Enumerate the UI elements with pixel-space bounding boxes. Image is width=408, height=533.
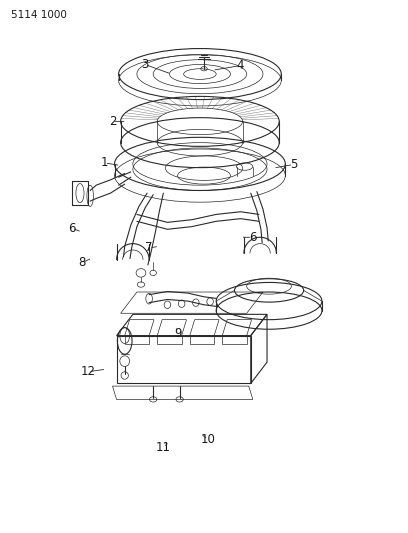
Text: 8: 8 [78,256,86,269]
Text: 5114 1000: 5114 1000 [11,10,67,20]
Text: 6: 6 [68,222,75,235]
Text: 1: 1 [101,156,108,169]
Text: 2: 2 [109,115,116,128]
Text: 9: 9 [174,327,181,340]
Text: 12: 12 [81,365,95,378]
Text: 10: 10 [201,433,215,446]
Text: 6: 6 [249,231,257,244]
Text: 5: 5 [290,158,297,171]
Text: 4: 4 [237,59,244,72]
Text: 11: 11 [156,441,171,454]
Text: 7: 7 [145,241,153,254]
Text: 3: 3 [141,58,149,71]
